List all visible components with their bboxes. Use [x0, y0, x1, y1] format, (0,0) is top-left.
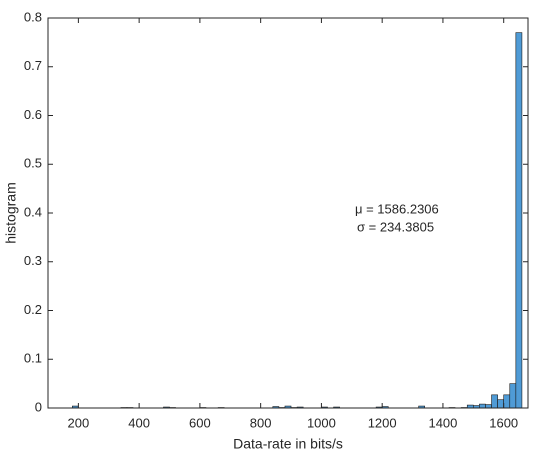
y-tick-label: 0.6 [24, 107, 42, 122]
x-tick-label: 800 [250, 415, 272, 430]
bar [503, 394, 511, 409]
y-tick-label: 0.4 [24, 204, 42, 219]
annotation: σ = 234.3805 [357, 219, 434, 234]
x-tick-label: 1000 [307, 415, 336, 430]
x-tick-label: 200 [68, 415, 90, 430]
x-tick-label: 1200 [368, 415, 397, 430]
x-tick-label: 1400 [428, 415, 457, 430]
y-tick-label: 0 [35, 399, 42, 414]
bar [491, 394, 498, 409]
annotation: μ = 1586.2306 [355, 201, 439, 216]
x-axis-label: Data-rate in bits/s [233, 436, 343, 452]
bar [509, 383, 517, 409]
x-tick-label: 400 [128, 415, 150, 430]
y-axis-label: histogram [3, 182, 19, 243]
bar [479, 403, 486, 409]
bar [485, 404, 492, 409]
x-tick-label: 600 [189, 415, 211, 430]
y-tick-label: 0.7 [24, 58, 42, 73]
y-tick-label: 0.3 [24, 253, 42, 268]
bar [497, 399, 504, 409]
x-tick-label: 1600 [489, 415, 518, 430]
plot-area [48, 18, 528, 408]
bar [515, 32, 523, 409]
y-tick-label: 0.8 [24, 9, 42, 24]
y-tick-label: 0.1 [24, 351, 42, 366]
y-tick-label: 0.2 [24, 302, 42, 317]
y-tick-label: 0.5 [24, 156, 42, 171]
